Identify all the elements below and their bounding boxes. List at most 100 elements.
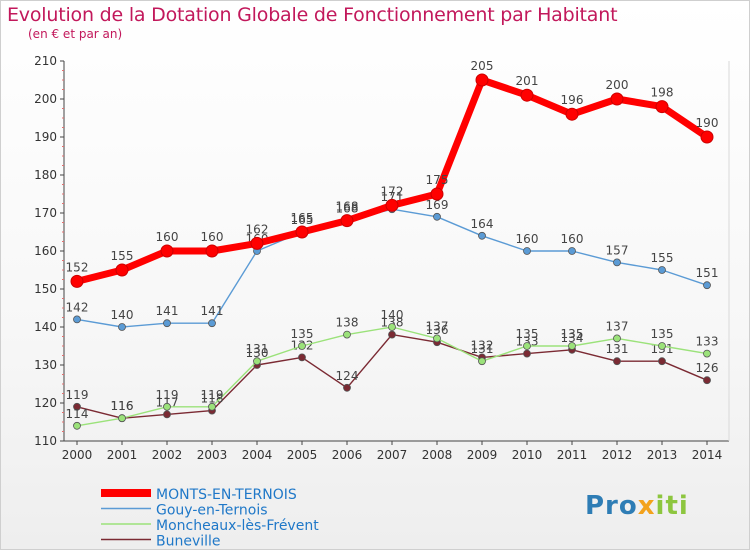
data-label: 157 (606, 243, 629, 257)
data-point (295, 225, 309, 239)
data-label: 160 (561, 232, 584, 246)
data-point (613, 258, 621, 267)
data-label: 133 (696, 335, 719, 349)
y-tick-label: 160 (34, 244, 57, 258)
data-label: 132 (471, 338, 494, 352)
data-point (160, 244, 174, 258)
data-label: 138 (336, 316, 359, 330)
x-tick-label: 2014 (692, 448, 723, 462)
data-label: 175 (426, 173, 449, 187)
data-label: 160 (516, 232, 539, 246)
data-point (118, 414, 126, 423)
data-label: 190 (696, 116, 719, 130)
data-point (433, 212, 441, 221)
data-label: 155 (651, 251, 674, 265)
data-label: 119 (156, 388, 179, 402)
x-tick-label: 2010 (512, 448, 543, 462)
data-point (703, 281, 711, 290)
data-point (388, 330, 396, 339)
data-point (655, 100, 669, 114)
data-point (520, 88, 534, 102)
data-label: 198 (651, 86, 674, 100)
y-tick-label: 110 (34, 434, 57, 448)
data-point (163, 402, 171, 411)
data-label: 116 (111, 399, 134, 413)
data-label: 131 (471, 342, 494, 356)
data-point (475, 73, 489, 87)
data-label: 117 (156, 395, 179, 409)
data-label: 141 (156, 304, 179, 318)
data-point (253, 357, 261, 366)
data-label: 168 (336, 202, 359, 216)
proxiti-logo: Proxiti (585, 491, 689, 521)
data-label: 134 (561, 331, 584, 345)
data-point (478, 357, 486, 366)
y-tick-label: 200 (34, 92, 57, 106)
data-label: 130 (246, 346, 269, 360)
data-label: 135 (516, 327, 539, 341)
data-label: 165 (291, 213, 314, 227)
data-label: 168 (336, 200, 359, 214)
data-point (340, 214, 354, 228)
data-label: 116 (111, 399, 134, 413)
data-label: 160 (201, 230, 224, 244)
data-label: 135 (291, 327, 314, 341)
x-tick-label: 2000 (62, 448, 93, 462)
data-label: 114 (66, 407, 89, 421)
data-point (613, 357, 621, 366)
data-label: 141 (201, 304, 224, 318)
data-label: 140 (111, 308, 134, 322)
legend-label: Gouy-en-Ternois (156, 503, 268, 519)
y-tick-label: 210 (34, 54, 57, 68)
data-point (388, 323, 396, 331)
x-tick-label: 2011 (557, 448, 588, 462)
data-label: 200 (606, 78, 629, 92)
data-point (163, 410, 171, 419)
data-point (478, 231, 486, 240)
x-tick-label: 2001 (107, 448, 138, 462)
data-point (70, 274, 84, 288)
data-point (658, 357, 666, 366)
data-point (298, 342, 306, 350)
data-label: 162 (246, 222, 269, 236)
data-label: 142 (66, 300, 89, 314)
data-label: 172 (381, 184, 404, 198)
data-point (205, 244, 219, 258)
data-label: 131 (606, 342, 629, 356)
data-point (610, 92, 624, 106)
data-label: 137 (426, 319, 449, 333)
x-tick-label: 2006 (332, 448, 363, 462)
data-point (433, 334, 441, 343)
x-tick-label: 2009 (467, 448, 498, 462)
data-label: 140 (381, 308, 404, 322)
data-point (163, 319, 171, 328)
data-point (343, 383, 351, 392)
data-label: 201 (516, 74, 539, 88)
chart-subtitle: (en € et par an) (28, 27, 123, 41)
data-point (565, 107, 579, 121)
data-label: 119 (66, 388, 89, 402)
y-tick-label: 120 (34, 396, 57, 410)
data-point (298, 353, 306, 362)
data-point (208, 319, 216, 328)
y-tick-label: 170 (34, 206, 57, 220)
y-tick-label: 140 (34, 320, 57, 334)
data-point (700, 130, 714, 144)
data-point (115, 263, 129, 277)
data-label: 137 (606, 319, 629, 333)
legend-label: Moncheaux-lès-Frévent (156, 518, 319, 534)
chart-title: Evolution de la Dotation Globale de Fonc… (7, 4, 618, 26)
data-label: 205 (471, 59, 494, 73)
data-point (658, 342, 666, 350)
data-label: 124 (336, 369, 359, 383)
y-tick-label: 150 (34, 282, 57, 296)
y-tick-label: 180 (34, 168, 57, 182)
x-tick-label: 2008 (422, 448, 453, 462)
data-label: 133 (516, 335, 539, 349)
data-point (523, 342, 531, 350)
data-label: 164 (471, 217, 494, 231)
data-label: 152 (66, 260, 89, 274)
data-label: 136 (426, 323, 449, 337)
data-label: 126 (696, 361, 719, 375)
